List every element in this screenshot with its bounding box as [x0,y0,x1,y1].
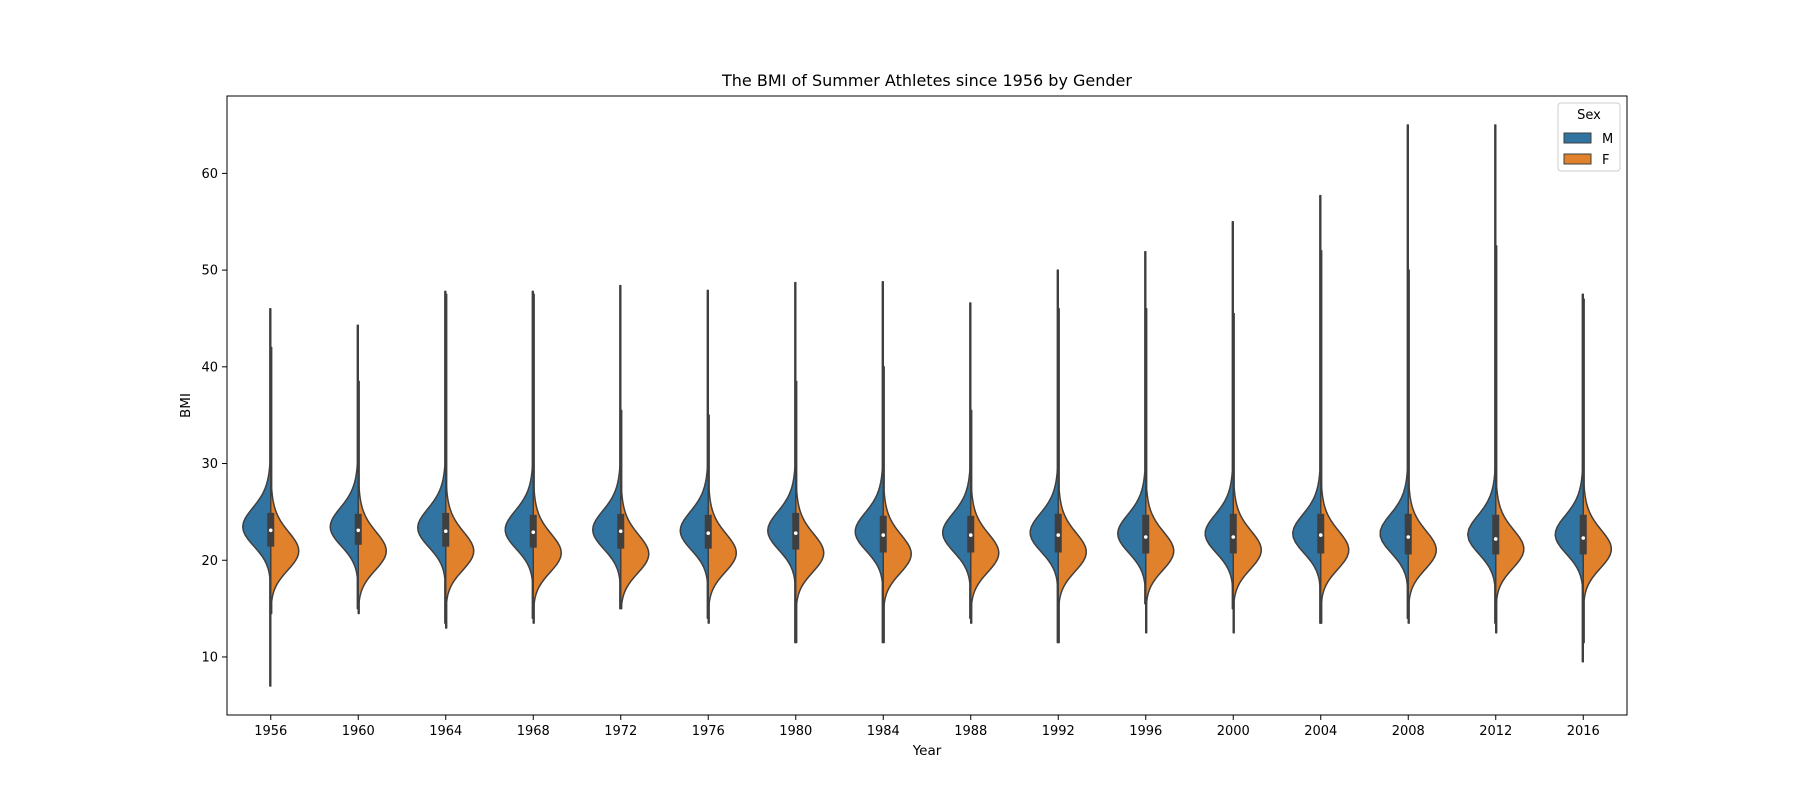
violin-half-m [1467,124,1497,624]
violin-half-f [620,409,650,610]
violin-half-m [1029,269,1059,644]
iqr-box [792,512,800,550]
violin-half-m [1379,124,1409,620]
violin-half-f [270,346,300,615]
x-tick-label: 2016 [1567,724,1600,739]
y-axis-label: BMI [178,393,194,418]
violin-half-f [1495,245,1525,634]
violin-half-m [1117,250,1147,605]
violin-half-m [1554,293,1584,663]
violin-half-f [1320,250,1350,624]
violin-half-m [242,308,272,687]
x-tick-label: 1956 [254,724,287,739]
chart-title: The BMI of Summer Athletes since 1956 by… [721,71,1132,90]
median-dot [1406,535,1411,539]
median-dot [968,533,973,537]
median-dot [1581,536,1586,540]
violin-half-m [592,284,622,610]
y-tick-label: 20 [201,554,218,569]
median-dot [618,529,623,534]
violin-half-m [767,281,797,644]
x-tick-label: 1964 [429,724,462,739]
violin-half-f [1232,312,1262,634]
violin-half-m [679,289,709,620]
y-tick-label: 10 [201,650,218,665]
violin-half-f [1582,298,1612,644]
y-tick-label: 60 [201,167,218,182]
violin-half-f [970,409,1000,624]
violin-half-f [1407,269,1437,624]
x-tick-label: 1996 [1129,724,1162,739]
violin-half-f [1145,308,1175,634]
legend-swatch [1563,153,1592,165]
violin-half-m [854,280,884,644]
median-dot [1231,535,1236,539]
violin-half-f [882,366,912,644]
plot-frame [226,95,1628,716]
violin-half-f [357,380,387,615]
iqr-box [1492,514,1500,555]
iqr-box [1229,513,1237,554]
y-tick-label: 50 [201,264,218,279]
iqr-box [1054,513,1062,553]
violin-half-f [795,380,825,644]
iqr-box [1404,513,1412,555]
median-dot [443,529,448,534]
violin-half-f [1057,308,1087,644]
median-dot [1056,533,1061,537]
median-dot [356,528,361,533]
violin-half-m [504,290,534,620]
violin-half-m [417,290,447,624]
legend-swatch [1563,132,1592,144]
x-tick-label: 2008 [1392,724,1425,739]
violin-half-f [707,414,737,624]
x-tick-label: 1960 [342,724,375,739]
x-axis: 1956 1960 1964 1968 1972 1976 1980 1984 1988 1992… [254,715,1600,739]
median-dot [1143,535,1148,539]
y-axis: 10 20 30 40 50 60 [201,167,227,665]
x-tick-label: 1980 [779,724,812,739]
y-tick-label: 30 [201,457,218,472]
legend-label: F [1602,153,1609,168]
legend-entries: MF [1563,132,1613,168]
median-dot [531,530,536,535]
iqr-box [1579,514,1587,555]
x-tick-label: 2000 [1217,724,1250,739]
violin-layer [242,124,1612,687]
legend: Sex MF [1557,102,1621,172]
x-tick-label: 1984 [867,724,900,739]
median-dot [881,533,886,537]
x-tick-label: 1988 [954,724,987,739]
median-dot [793,531,798,535]
median-dot [706,531,711,535]
median-dot [1493,537,1498,541]
x-tick-label: 2004 [1304,724,1337,739]
legend-label: M [1602,132,1613,147]
legend-title: Sex [1577,108,1601,123]
x-tick-label: 1976 [692,724,725,739]
violin-half-f [445,293,475,629]
violin-half-m [1204,220,1234,610]
x-tick-label: 1992 [1042,724,1075,739]
median-dot [1318,533,1323,537]
x-axis-label: Year [912,743,942,759]
violin-half-m [1292,194,1322,624]
x-tick-label: 1972 [604,724,637,739]
violin-half-m [942,302,972,620]
x-tick-label: 1968 [517,724,550,739]
median-dot [268,528,273,533]
iqr-box [1142,514,1150,554]
x-tick-label: 2012 [1479,724,1512,739]
violin-half-f [532,293,562,624]
violin-half-m [329,324,359,610]
y-tick-label: 40 [201,360,218,375]
